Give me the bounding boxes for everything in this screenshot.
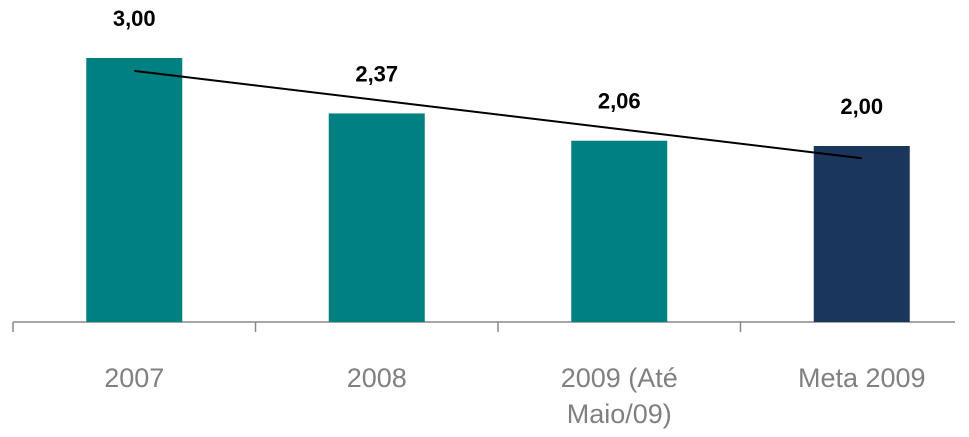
bar bbox=[86, 58, 183, 322]
value-label: 2,00 bbox=[840, 94, 883, 119]
x-tick-label: 2008 bbox=[346, 363, 407, 393]
x-tick-label: 2007 bbox=[104, 363, 165, 393]
value-label: 2,06 bbox=[598, 89, 641, 114]
x-tick-label-box: 2008 bbox=[346, 363, 407, 393]
bar bbox=[328, 113, 425, 322]
value-label: 3,00 bbox=[113, 6, 156, 31]
x-tick-label: 2009 (Até Maio/09) bbox=[560, 363, 678, 429]
bar bbox=[571, 140, 668, 322]
x-tick-label-box: Meta 2009 bbox=[797, 363, 926, 393]
x-tick-label-box: 2009 (Até Maio/09) bbox=[560, 363, 678, 429]
x-tick-label-box: 2007 bbox=[104, 363, 165, 393]
trendline bbox=[134, 69, 862, 160]
value-label: 2,37 bbox=[355, 61, 398, 86]
x-tick-label: Meta 2009 bbox=[797, 363, 926, 393]
bar bbox=[813, 146, 910, 322]
